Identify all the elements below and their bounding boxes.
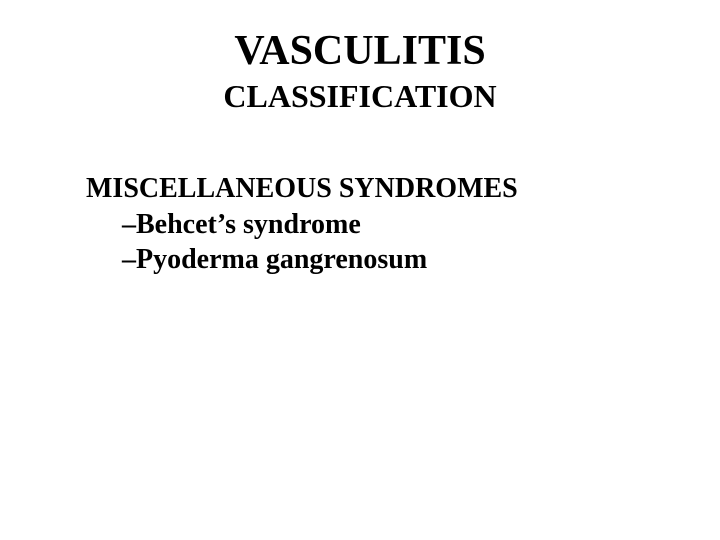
slide-title: VASCULITIS (0, 28, 720, 74)
bullet-list: – Behcet’s syndrome – Pyoderma gangrenos… (86, 207, 720, 277)
bullet-dash: – (122, 207, 136, 242)
slide-body: MISCELLANEOUS SYNDROMES – Behcet’s syndr… (0, 173, 720, 277)
section-heading: MISCELLANEOUS SYNDROMES (86, 173, 720, 205)
slide-subtitle: CLASSIFICATION (0, 78, 720, 115)
slide: VASCULITIS CLASSIFICATION MISCELLANEOUS … (0, 0, 720, 540)
list-item: – Behcet’s syndrome (86, 207, 720, 242)
list-item-text: Behcet’s syndrome (136, 209, 361, 240)
list-item: – Pyoderma gangrenosum (86, 242, 720, 277)
list-item-text: Pyoderma gangrenosum (136, 244, 427, 275)
bullet-dash: – (122, 242, 136, 277)
